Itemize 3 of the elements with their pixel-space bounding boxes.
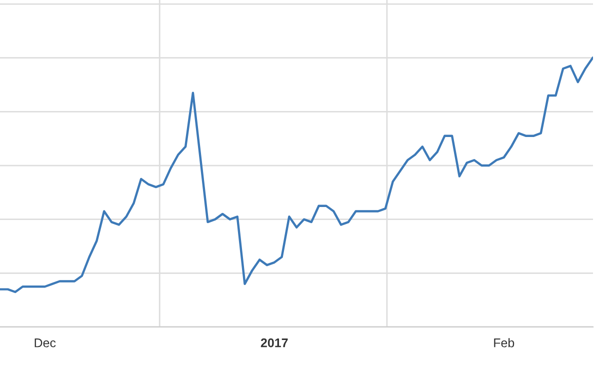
x-tick-label: Feb	[494, 338, 514, 348]
x-tick-label: 2017	[260, 338, 288, 348]
x-tick-label: Dec	[34, 338, 56, 348]
